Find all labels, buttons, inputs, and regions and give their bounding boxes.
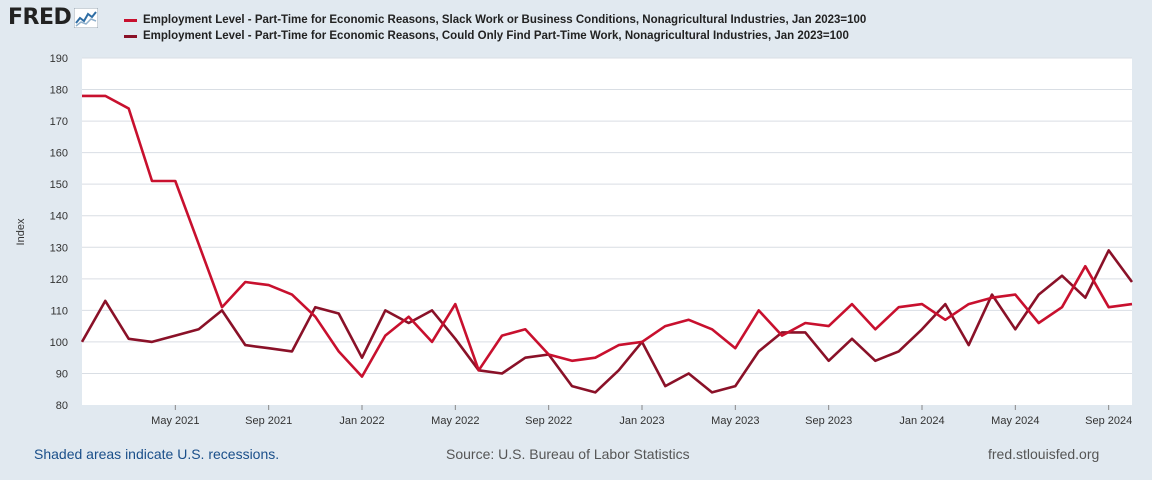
legend-label-series-2: Employment Level - Part-Time for Economi…	[143, 30, 849, 42]
grid-lines	[82, 57, 1132, 374]
chart-legend: Employment Level - Part-Time for Economi…	[124, 12, 866, 44]
y-tick-label: 140	[50, 211, 68, 223]
x-tick-label: Sep 2021	[245, 415, 292, 427]
legend-item-series-1[interactable]: Employment Level - Part-Time for Economi…	[124, 12, 866, 28]
x-tick-label: Jan 2023	[619, 415, 664, 427]
y-tick-label: 90	[56, 368, 68, 380]
x-axis-ticks: May 2021 Sep 2021 Jan 2022 May 2022 Sep 2022…	[151, 405, 1132, 427]
legend-swatch-series-2	[124, 34, 137, 38]
y-tick-label: 80	[56, 400, 68, 412]
x-tick-label: Sep 2023	[805, 415, 852, 427]
y-tick-label: 100	[50, 337, 68, 349]
legend-label-series-1: Employment Level - Part-Time for Economi…	[143, 14, 867, 26]
plot-area	[82, 58, 1132, 405]
chart-logo-icon	[74, 8, 99, 28]
legend-item-series-2[interactable]: Employment Level - Part-Time for Economi…	[124, 28, 866, 44]
y-axis-label: Index	[15, 218, 27, 245]
series-2-line[interactable]	[80, 249, 1134, 394]
y-tick-label: 190	[50, 53, 68, 65]
fred-logo[interactable]: FRED	[8, 5, 99, 30]
y-tick-label: 170	[50, 116, 68, 128]
x-tick-label: Sep 2022	[525, 415, 572, 427]
x-tick-label: May 2023	[711, 415, 759, 427]
x-tick-label: Jan 2024	[899, 415, 944, 427]
y-tick-label: 180	[50, 85, 68, 97]
recession-note-link[interactable]: Shaded areas indicate U.S. recessions.	[34, 446, 280, 462]
y-tick-label: 110	[50, 305, 68, 317]
series-lines	[80, 94, 1134, 394]
y-tick-label: 160	[50, 148, 68, 160]
series-1-line[interactable]	[82, 94, 1133, 378]
legend-swatch-series-1	[124, 18, 137, 22]
source-text: Source: U.S. Bureau of Labor Statistics	[446, 446, 690, 462]
y-tick-label: 120	[50, 274, 68, 286]
x-tick-label: May 2022	[431, 415, 479, 427]
y-axis-ticks: 80 90 100 110 120 130 140 150 160 170 180 190	[50, 53, 68, 412]
fred-logo-text: FRED	[8, 5, 72, 30]
y-tick-label: 150	[50, 179, 68, 191]
x-tick-label: Jan 2022	[339, 415, 384, 427]
line-chart: 80 90 100 110 120 130 140 150 160 170 180 190 May 2…	[15, 53, 1134, 427]
x-tick-label: May 2021	[151, 415, 199, 427]
y-tick-label: 130	[50, 242, 68, 254]
x-tick-label: May 2024	[991, 415, 1039, 427]
x-tick-label: Sep 2024	[1085, 415, 1132, 427]
site-link[interactable]: fred.stlouisfed.org	[988, 446, 1100, 462]
